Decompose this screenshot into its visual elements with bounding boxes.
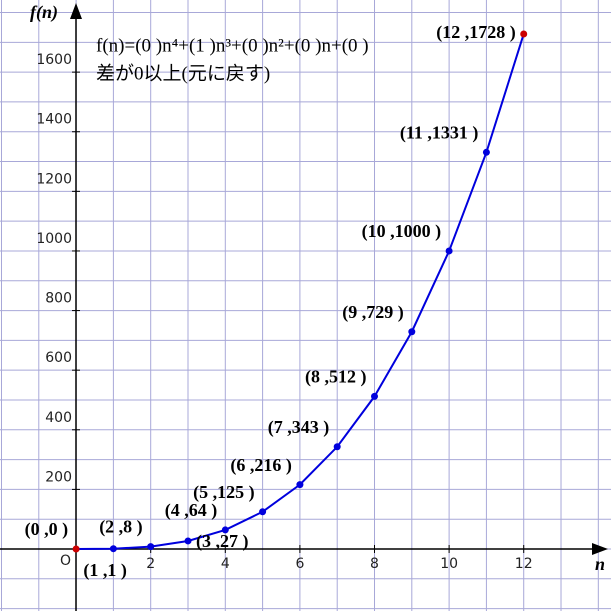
y-tick-label: 200 (45, 469, 72, 485)
data-label: (10 ,1000 ) (362, 221, 442, 242)
point (445, 247, 453, 255)
y-tick-label: 400 (45, 410, 72, 426)
data-label: (2 ,8 ) (99, 517, 143, 538)
note: 差が0以上(元に戻す) (96, 62, 270, 84)
data-label: (11 ,1331 ) (400, 122, 479, 143)
data-label: (8 ,512 ) (305, 367, 367, 388)
data-label: (12 ,1728 ) (436, 22, 516, 43)
point (259, 508, 267, 516)
x-tick-label: 12 (515, 556, 533, 572)
formula: f(n)=(0 )n⁴+(1 )n³+(0 )n²+(0 )n+(0 ) (96, 35, 369, 56)
data-label: (6 ,216 ) (230, 455, 292, 476)
y-tick-label: 1600 (36, 52, 72, 68)
data-label: (7 ,343 ) (268, 417, 330, 438)
y-tick-label: 1400 (36, 112, 72, 128)
x-tick-label: 10 (440, 556, 458, 572)
origin-label: O (60, 553, 71, 569)
point (184, 537, 192, 545)
data-label: (9 ,729 ) (342, 302, 404, 323)
y-tick-label: 1200 (36, 171, 72, 187)
point (221, 526, 229, 534)
point (371, 392, 379, 400)
y-tick-label: 600 (45, 350, 72, 366)
point (147, 543, 155, 551)
y-tick-label: 800 (45, 291, 72, 307)
point (333, 443, 341, 451)
point (109, 545, 117, 553)
x-tick-label: 2 (146, 556, 155, 572)
point (72, 545, 80, 553)
point (520, 30, 528, 38)
x-tick-label: 8 (370, 556, 379, 572)
point (482, 148, 490, 156)
point (296, 481, 304, 489)
data-label: (0 ,0 ) (25, 519, 69, 540)
data-label: (1 ,1 ) (83, 560, 127, 581)
x-axis-label: n (595, 554, 605, 574)
point (408, 328, 416, 336)
data-label: (4 ,64 ) (165, 500, 218, 521)
y-arrow (70, 3, 82, 19)
data-label: (3 ,27 ) (196, 531, 249, 552)
y-tick-label: 1000 (36, 231, 72, 247)
data-label: (5 ,125 ) (193, 482, 255, 503)
y-axis-label: f(n) (30, 2, 58, 23)
x-arrow (592, 543, 608, 555)
x-tick-label: 4 (221, 556, 230, 572)
x-tick-label: 6 (295, 556, 304, 572)
